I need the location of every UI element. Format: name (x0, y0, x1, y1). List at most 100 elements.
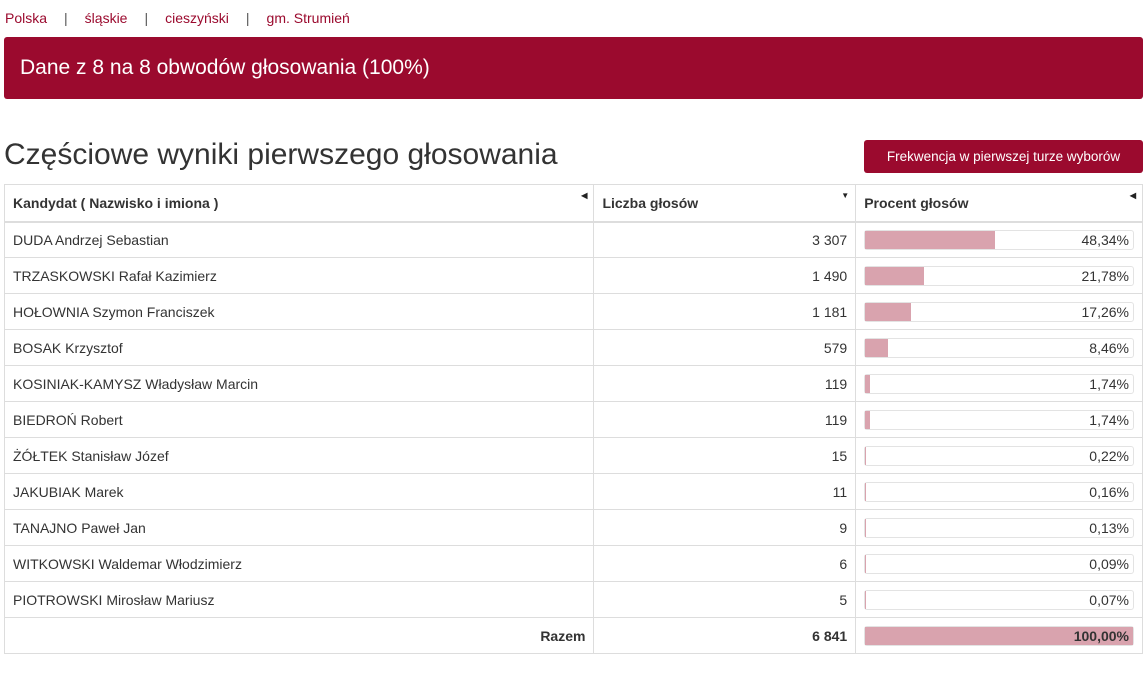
percent-bar: 48,34% (864, 229, 1134, 250)
percent-bar: 1,74% (864, 373, 1134, 394)
total-percent-value: 100,00% (1073, 627, 1129, 644)
vote-count: 1 490 (593, 257, 857, 294)
vote-count: 119 (593, 365, 857, 402)
header-percent[interactable]: Procent głosów ◀ (855, 184, 1143, 222)
table-row: BIEDROŃ Robert 119 1,74% (3, 401, 1143, 438)
percent-bar: 8,46% (864, 337, 1134, 358)
candidate-name: BOSAK Krzysztof (3, 329, 595, 366)
table-header-row: Kandydat ( Nazwisko i imiona ) ◀ Liczba … (3, 184, 1143, 222)
candidate-name: WITKOWSKI Waldemar Włodzimierz (3, 545, 595, 582)
percent-value: 0,16% (1089, 483, 1129, 500)
candidate-name: TRZASKOWSKI Rafał Kazimierz (3, 257, 595, 294)
percent-cell: 48,34% (855, 221, 1143, 258)
table-row: HOŁOWNIA Szymon Franciszek 1 181 17,26% (3, 293, 1143, 330)
sort-left-icon[interactable]: ◀ (581, 191, 588, 200)
total-row: Razem 6 841 100,00% (3, 617, 1143, 654)
breadcrumb-separator: | (144, 10, 149, 26)
breadcrumb-item-commune[interactable]: gm. Strumień (266, 10, 350, 26)
vote-count: 1 181 (593, 293, 857, 330)
total-votes: 6 841 (593, 617, 857, 654)
results-body: DUDA Andrzej Sebastian 3 307 48,34% TRZASKO… (3, 221, 1143, 618)
percent-bar-fill (865, 338, 888, 357)
percent-cell: 17,26% (855, 293, 1143, 330)
vote-count: 9 (593, 509, 857, 546)
percent-bar-fill (865, 446, 866, 465)
vote-count: 3 307 (593, 221, 857, 258)
banner-text: Dane z 8 na 8 obwodów głosowania (100%) (20, 56, 430, 79)
percent-value: 0,22% (1089, 447, 1129, 464)
total-label: Razem (3, 617, 595, 654)
percent-bar-fill (865, 302, 912, 321)
percent-value: 0,13% (1089, 519, 1129, 536)
sort-left-icon[interactable]: ◀ (1129, 191, 1136, 200)
percent-bar: 17,26% (864, 301, 1134, 322)
table-row: JAKUBIAK Marek 11 0,16% (3, 473, 1143, 510)
candidate-name: TANAJNO Paweł Jan (3, 509, 595, 546)
percent-bar: 21,78% (864, 265, 1134, 286)
percent-cell: 0,16% (855, 473, 1143, 510)
turnout-button[interactable]: Frekwencja w pierwszej turze wyborów (864, 140, 1143, 173)
breadcrumb-item-country[interactable]: Polska (5, 10, 48, 26)
percent-bar-fill (865, 266, 924, 285)
breadcrumb-item-county[interactable]: cieszyński (165, 10, 229, 26)
percent-cell: 1,74% (855, 401, 1143, 438)
sort-down-icon[interactable]: ▼ (841, 191, 850, 200)
candidate-name: DUDA Andrzej Sebastian (3, 221, 595, 258)
table-row: WITKOWSKI Waldemar Włodzimierz 6 0,09% (3, 545, 1143, 582)
breadcrumb-separator: | (245, 10, 250, 26)
table-row: ŻÓŁTEK Stanisław Józef 15 0,22% (3, 437, 1143, 474)
breadcrumb-separator: | (64, 10, 68, 26)
results-table: Kandydat ( Nazwisko i imiona ) ◀ Liczba … (3, 184, 1143, 654)
percent-bar-fill (865, 374, 870, 393)
page-title: Częściowe wyniki pierwszego głosowania (4, 138, 558, 171)
vote-count: 579 (593, 329, 857, 366)
percent-cell: 8,46% (855, 329, 1143, 366)
table-row: TRZASKOWSKI Rafał Kazimierz 1 490 21,78% (3, 257, 1143, 294)
breadcrumb: Polska | śląskie | cieszyński | gm. Stru… (5, 10, 350, 26)
vote-count: 119 (593, 401, 857, 438)
candidate-name: KOSINIAK-KAMYSZ Władysław Marcin (3, 365, 595, 402)
percent-cell: 0,13% (855, 509, 1143, 546)
percent-value: 0,09% (1089, 555, 1129, 572)
table-row: BOSAK Krzysztof 579 8,46% (3, 329, 1143, 366)
table-row: DUDA Andrzej Sebastian 3 307 48,34% (3, 221, 1143, 258)
percent-value: 0,07% (1089, 591, 1129, 608)
percent-bar: 1,74% (864, 409, 1134, 430)
vote-count: 11 (593, 473, 857, 510)
percent-bar: 0,09% (864, 553, 1134, 574)
candidate-name: PIOTROWSKI Mirosław Mariusz (3, 581, 595, 618)
percent-cell: 0,09% (855, 545, 1143, 582)
candidate-name: ŻÓŁTEK Stanisław Józef (3, 437, 595, 474)
header-percent-label: Procent głosów (864, 194, 969, 211)
vote-count: 5 (593, 581, 857, 618)
percent-bar: 0,13% (864, 517, 1134, 538)
breadcrumb-item-voivodeship[interactable]: śląskie (84, 10, 128, 26)
percent-value: 17,26% (1081, 303, 1129, 320)
percent-bar: 0,07% (864, 589, 1134, 610)
total-percent-bar: 100,00% (864, 625, 1134, 646)
header-candidate[interactable]: Kandydat ( Nazwisko i imiona ) ◀ (3, 184, 595, 222)
candidate-name: JAKUBIAK Marek (3, 473, 595, 510)
percent-bar-fill (865, 410, 870, 429)
table-row: KOSINIAK-KAMYSZ Władysław Marcin 119 1,74% (3, 365, 1143, 402)
header-candidate-label: Kandydat ( Nazwisko i imiona ) (13, 194, 219, 211)
table-row: PIOTROWSKI Mirosław Mariusz 5 0,07% (3, 581, 1143, 618)
percent-cell: 0,22% (855, 437, 1143, 474)
data-coverage-banner: Dane z 8 na 8 obwodów głosowania (100%) (4, 37, 1143, 99)
percent-value: 8,46% (1089, 339, 1129, 356)
percent-bar: 0,16% (864, 481, 1134, 502)
table-row: TANAJNO Paweł Jan 9 0,13% (3, 509, 1143, 546)
vote-count: 6 (593, 545, 857, 582)
percent-cell: 0,07% (855, 581, 1143, 618)
vote-count: 15 (593, 437, 857, 474)
percent-value: 21,78% (1081, 267, 1129, 284)
candidate-name: HOŁOWNIA Szymon Franciszek (3, 293, 595, 330)
percent-value: 1,74% (1089, 375, 1129, 392)
total-percent-cell: 100,00% (855, 617, 1143, 654)
total-percent-bar-fill (865, 626, 1133, 645)
percent-cell: 1,74% (855, 365, 1143, 402)
percent-bar: 0,22% (864, 445, 1134, 466)
percent-value: 48,34% (1081, 231, 1129, 248)
header-votes[interactable]: Liczba głosów ▼ (593, 184, 857, 222)
percent-cell: 21,78% (855, 257, 1143, 294)
